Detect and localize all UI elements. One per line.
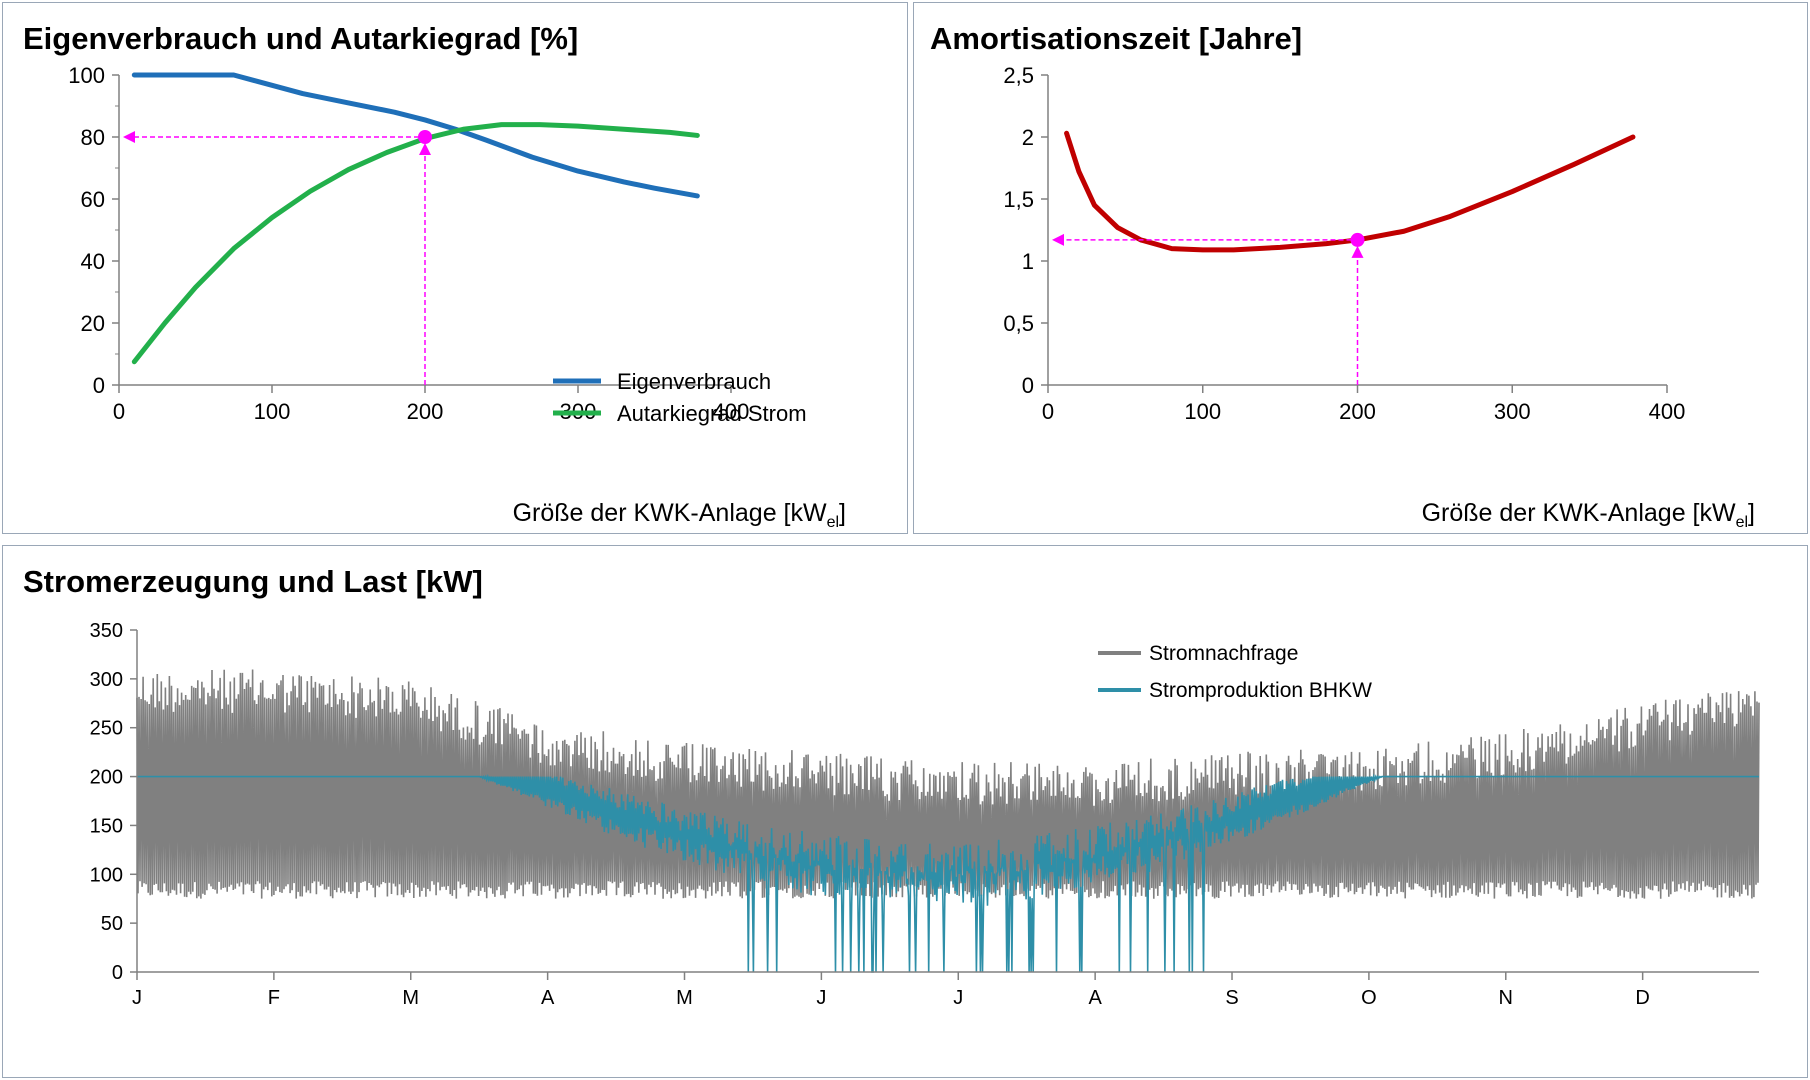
y-tick-label: 0 (93, 373, 105, 398)
x-tick-label: 100 (1184, 399, 1221, 424)
chart-amortisation: 0 0,5 1 1,5 2 2,5 0 100 200 300 400 Größe der KWK-… (1003, 63, 1755, 531)
y-tick-label: 150 (90, 815, 123, 837)
y-tick-label: 100 (68, 63, 105, 88)
y-tick-label: 60 (81, 187, 105, 212)
x-tick-label: O (1361, 987, 1377, 1009)
x-axis-label: Größe der KWK-Anlage [kWel] (513, 499, 846, 531)
marker-point (418, 130, 432, 144)
series-line-amortisation (1064, 130, 1636, 253)
y-tick-label: 1,5 (1003, 187, 1034, 212)
y-tick-label: 300 (90, 669, 123, 691)
y-tick-label: 1 (1022, 249, 1034, 274)
y-tick-label: 2,5 (1003, 63, 1034, 88)
y-tick-label: 250 (90, 718, 123, 740)
x-tick-label: 400 (1649, 399, 1686, 424)
chart-title: Eigenverbrauch und Autarkiegrad [%] (23, 21, 579, 56)
chart-eigenverbrauch: 0204060801000100200300400 Eigenverbrauch… (68, 63, 846, 531)
x-tick-label: A (541, 987, 555, 1009)
chart-panel-amortisation: Amortisationszeit [Jahre] 0 0,5 1 1,5 2 2,5 0 1… (913, 2, 1808, 534)
x-tick-label: J (953, 987, 963, 1009)
x-tick-label: J (816, 987, 826, 1009)
marker-point (1350, 232, 1365, 247)
x-tick-label: 200 (1339, 399, 1376, 424)
y-tick-label: 20 (81, 311, 105, 336)
chart-panel-eigenverbrauch: Eigenverbrauch und Autarkiegrad [%] 0 20 4… (2, 2, 908, 534)
x-tick-label: 200 (407, 399, 444, 424)
x-tick-label: 100 (254, 399, 291, 424)
series-line-stromproduktion (137, 773, 1759, 973)
x-tick-label: 400 (713, 399, 750, 424)
chart-panel-stromerzeugung: Stromerzeugung und Last [kW] 0 50 100 150 20… (2, 545, 1808, 1078)
y-tick-label: 2 (1022, 125, 1034, 150)
x-tick-label: D (1635, 987, 1649, 1009)
x-tick-label: M (676, 987, 693, 1009)
x-tick-label: J (132, 987, 142, 1009)
legend-label-stromnachfrage: Stromnachfrage (1149, 642, 1298, 665)
x-tick-label: F (268, 987, 280, 1009)
x-tick-label: M (402, 987, 419, 1009)
x-tick-label: 0 (113, 399, 125, 424)
y-tick-label: 0,5 (1003, 311, 1034, 336)
series-line-autarkiegrad (131, 122, 700, 365)
chart-stromerzeugung: 0 50 100 150 200 250 300 350 J F M A M J J A S O N D Stromn… (90, 620, 1760, 1009)
series-line-stromnachfrage (136, 669, 1760, 899)
guide-arrowhead-up (419, 143, 431, 155)
legend-label-eigenverbrauch: Eigenverbrauch (617, 369, 771, 394)
y-tick-label: 50 (101, 913, 123, 935)
guide-arrowhead-up (1351, 245, 1364, 258)
y-tick-label: 0 (1022, 373, 1034, 398)
x-tick-label: 300 (1494, 399, 1531, 424)
guide-arrowhead-left (123, 131, 135, 143)
series-line-eigenverbrauch (131, 72, 700, 199)
y-tick-label: 350 (90, 620, 123, 642)
chart-title: Amortisationszeit [Jahre] (930, 21, 1303, 56)
chart-title: Stromerzeugung und Last [kW] (23, 564, 483, 599)
y-tick-label: 200 (90, 767, 123, 789)
legend-label-autarkiegrad: Autarkiegrad Strom (617, 401, 807, 426)
y-tick-label: 100 (90, 864, 123, 886)
x-tick-label: S (1225, 987, 1238, 1009)
y-tick-label: 80 (81, 125, 105, 150)
legend-label-stromproduktion: Stromproduktion BHKW (1149, 679, 1372, 702)
y-tick-label: 40 (81, 249, 105, 274)
guide-arrowhead-left (1052, 233, 1064, 246)
x-tick-label: A (1088, 987, 1102, 1009)
x-axis-label: Größe der KWK-Anlage [kWel] (1422, 499, 1755, 531)
y-tick-label: 0 (112, 962, 123, 984)
x-tick-label: 0 (1042, 399, 1054, 424)
x-tick-label: N (1499, 987, 1513, 1009)
